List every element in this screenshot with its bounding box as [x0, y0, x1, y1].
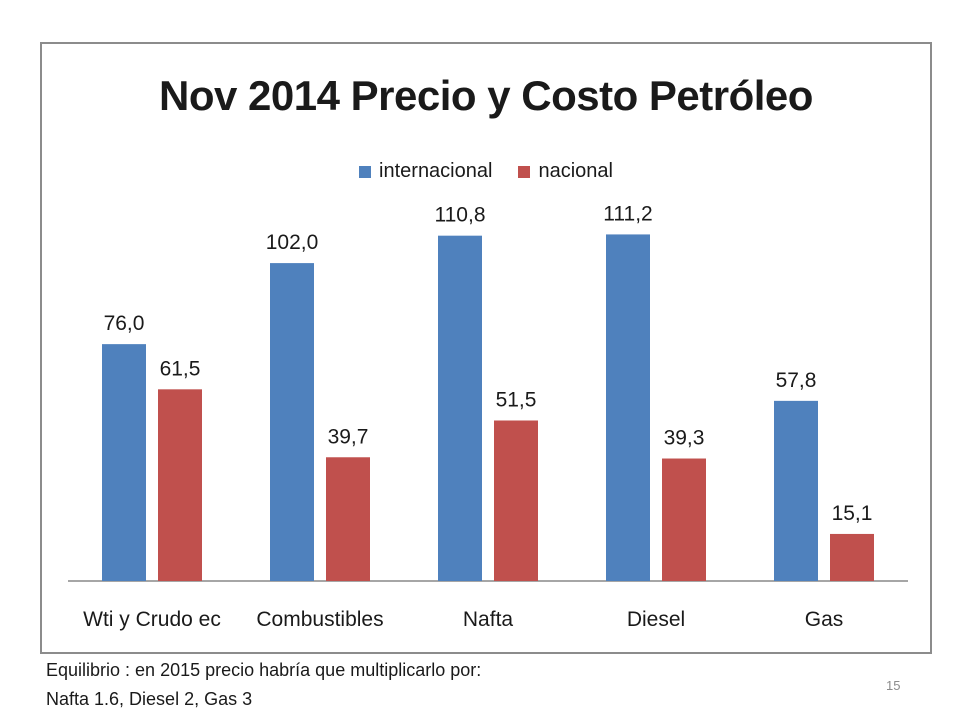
footnote-line-1: Equilibrio : en 2015 precio habría que m…	[46, 660, 482, 680]
bar-nacional-1	[326, 457, 370, 581]
bar-internacional-3	[606, 234, 650, 581]
data-label-internacional-4: 57,8	[776, 369, 817, 392]
x-tick-label-2: Nafta	[463, 608, 514, 631]
legend-label-nacional: nacional	[538, 160, 613, 182]
bar-internacional-2	[438, 235, 482, 581]
chart-legend: internacional nacional	[0, 160, 960, 183]
x-tick-label-0: Wti y Crudo ec	[83, 608, 221, 631]
bar-internacional-4	[774, 400, 818, 581]
x-tick-label-3: Diesel	[627, 608, 685, 631]
bar-nacional-3	[662, 458, 706, 581]
legend-item-nacional: nacional	[518, 160, 613, 183]
legend-label-internacional: internacional	[379, 160, 493, 182]
page-number: 15	[886, 678, 901, 693]
data-label-nacional-4: 15,1	[832, 502, 873, 525]
x-tick-label-4: Gas	[805, 608, 844, 631]
data-label-nacional-2: 51,5	[496, 388, 537, 411]
bar-nacional-0	[158, 389, 202, 581]
bar-internacional-0	[102, 344, 146, 581]
bar-nacional-4	[830, 533, 874, 581]
data-label-internacional-0: 76,0	[104, 312, 145, 335]
data-label-nacional-3: 39,3	[664, 427, 705, 450]
legend-swatch-internacional	[359, 165, 372, 178]
data-label-internacional-2: 110,8	[435, 204, 486, 227]
data-label-internacional-1: 102,0	[266, 231, 319, 254]
bar-internacional-1	[270, 263, 314, 581]
footnote: Equilibrio : en 2015 precio habría que m…	[46, 656, 481, 714]
legend-item-internacional: internacional	[359, 160, 492, 183]
chart-title: Nov 2014 Precio y Costo Petróleo	[159, 72, 813, 119]
x-tick-label-1: Combustibles	[256, 608, 383, 631]
data-label-nacional-1: 39,7	[328, 425, 369, 448]
data-label-internacional-3: 111,2	[603, 202, 652, 225]
data-label-nacional-0: 61,5	[160, 357, 201, 380]
legend-swatch-nacional	[518, 165, 531, 178]
footnote-line-2: Nafta 1.6, Diesel 2, Gas 3	[46, 689, 253, 709]
bar-nacional-2	[494, 420, 538, 581]
